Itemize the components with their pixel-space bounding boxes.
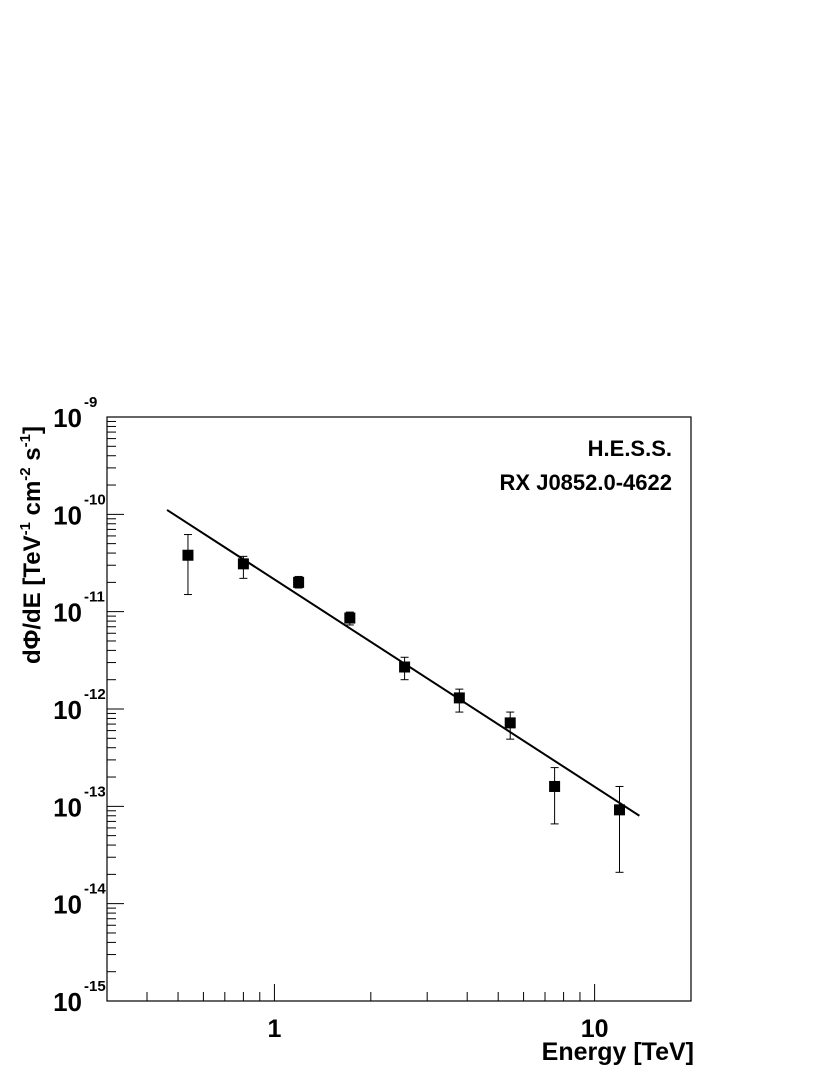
y-tick-exponent: -15: [84, 978, 106, 995]
x-tick-label: 1: [267, 1015, 281, 1043]
y-tick-exponent: -13: [84, 783, 106, 800]
y-tick-label: 10: [53, 500, 82, 530]
y-axis-label-exponent: -1: [17, 522, 34, 535]
x-axis-label: Energy [TeV]: [542, 1038, 694, 1066]
y-tick-exponent: -12: [84, 686, 106, 703]
annotation: H.E.S.S.: [588, 436, 672, 461]
y-tick-label: 10: [53, 695, 82, 725]
y-tick-base: 10: [53, 500, 82, 530]
y-tick-label: 10: [53, 987, 82, 1017]
y-axis-label-exponent: -2: [17, 467, 34, 480]
y-tick-exponent: -9: [84, 394, 97, 411]
data-point: [344, 612, 356, 624]
y-tick-exponent: -10: [84, 491, 106, 508]
y-axis-label-exponent: -1: [17, 434, 34, 447]
y-tick-base: 10: [53, 792, 82, 822]
data-point: [237, 558, 249, 570]
data-point: [293, 576, 305, 588]
y-tick-label: 10: [53, 403, 82, 433]
y-tick-label: 10: [53, 890, 82, 920]
y-axis-label-part: dΦ/dE [TeV: [19, 535, 46, 664]
data-point: [182, 549, 194, 561]
y-tick-label: 10: [53, 598, 82, 628]
y-tick-base: 10: [53, 987, 82, 1017]
annotation: RX J0852.0-4622: [500, 470, 672, 495]
y-axis-label-part: cm: [19, 481, 46, 522]
data-point: [504, 717, 516, 729]
error-bar: [183, 534, 192, 596]
x-tick-label: 10: [581, 1015, 609, 1043]
y-axis-label: dΦ/dE [TeV-1 cm-2 s-1]: [17, 426, 46, 664]
y-tick-base: 10: [53, 403, 82, 433]
data-point: [399, 661, 411, 673]
error-bar: [550, 767, 559, 825]
y-axis-label-part: s: [19, 447, 46, 467]
data-point: [549, 780, 561, 792]
y-tick-base: 10: [53, 890, 82, 920]
error-bar: [615, 785, 624, 873]
data-point: [453, 692, 465, 704]
y-tick-exponent: -11: [84, 589, 105, 606]
y-tick-label: 10: [53, 792, 82, 822]
data-point: [614, 804, 626, 816]
y-tick-base: 10: [53, 695, 82, 725]
plot-frame: [106, 416, 692, 1002]
y-axis-label-part: ]: [19, 426, 46, 434]
y-tick-exponent: -14: [84, 881, 106, 898]
y-tick-base: 10: [53, 598, 82, 628]
